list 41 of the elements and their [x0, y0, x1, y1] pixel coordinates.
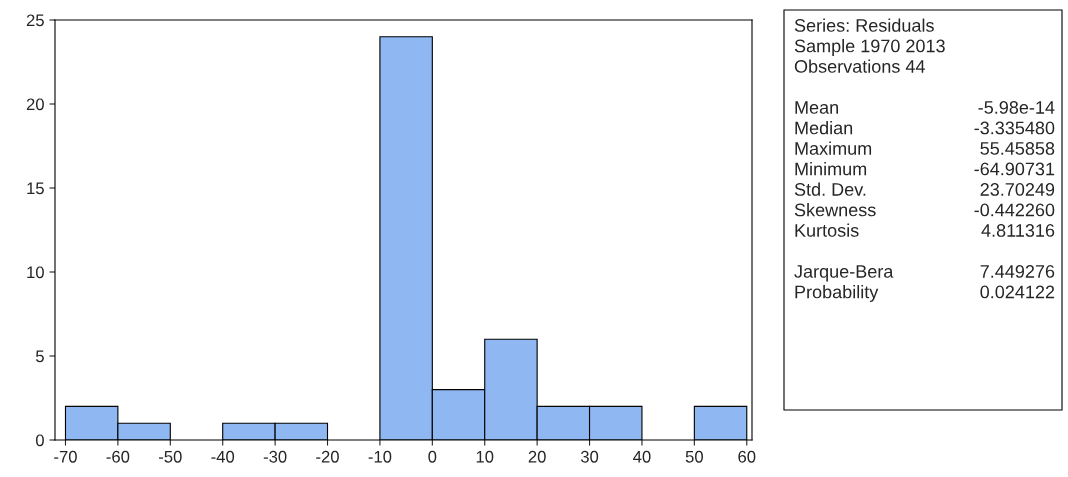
- text: 55.45858: [980, 142, 1055, 155]
- x-tick-label: -70: [54, 450, 77, 463]
- text: Mean: [795, 101, 838, 114]
- x-tick-label: -40: [211, 450, 235, 463]
- text: 23.70249: [980, 183, 1055, 196]
- text: Median: [795, 121, 853, 135]
- text: 0.024122: [980, 285, 1055, 299]
- x-tick-label: -50: [158, 450, 182, 463]
- y-tick-label: 25: [26, 14, 44, 27]
- x-tick-label: -20: [316, 450, 339, 463]
- y-tick-label: 10: [27, 266, 44, 279]
- text: -0.442260: [974, 203, 1055, 217]
- text: Minimum: [795, 162, 867, 176]
- y-tick-label: 15: [27, 182, 44, 195]
- text: Kurtosis: [795, 223, 859, 237]
- x-tick-label: -30: [263, 450, 287, 463]
- text: Maximum: [795, 141, 872, 155]
- text: -3.335480: [974, 121, 1055, 135]
- text: -5.98e-14: [978, 101, 1055, 114]
- x-tick-label: 0: [428, 450, 437, 463]
- x-tick-label: -60: [106, 450, 130, 463]
- x-tick-label: 10: [476, 450, 494, 463]
- text: Skewness: [794, 203, 876, 217]
- text: Probability: [795, 285, 879, 302]
- x-tick-label: 60: [738, 450, 756, 463]
- y-tick-label: 0: [35, 434, 44, 447]
- x-tick-label: 20: [528, 450, 546, 463]
- text: Observations 44: [794, 59, 925, 73]
- text: 7.449276: [980, 265, 1055, 278]
- y-tick-label: 20: [26, 98, 44, 111]
- x-tick-label: 40: [633, 450, 651, 463]
- text: Sample 1970 2013: [794, 39, 945, 56]
- y-tick-label: 5: [35, 350, 44, 363]
- text: Series: Residuals: [794, 18, 934, 32]
- text: 4.811316: [981, 224, 1055, 237]
- text: Jarque-Bera: [794, 265, 894, 282]
- text: -64.90731: [974, 162, 1055, 176]
- x-tick-label: -10: [368, 450, 392, 463]
- text: Std. Dev.: [794, 182, 866, 196]
- x-tick-label: 50: [685, 450, 703, 463]
- x-tick-label: 30: [580, 450, 599, 463]
